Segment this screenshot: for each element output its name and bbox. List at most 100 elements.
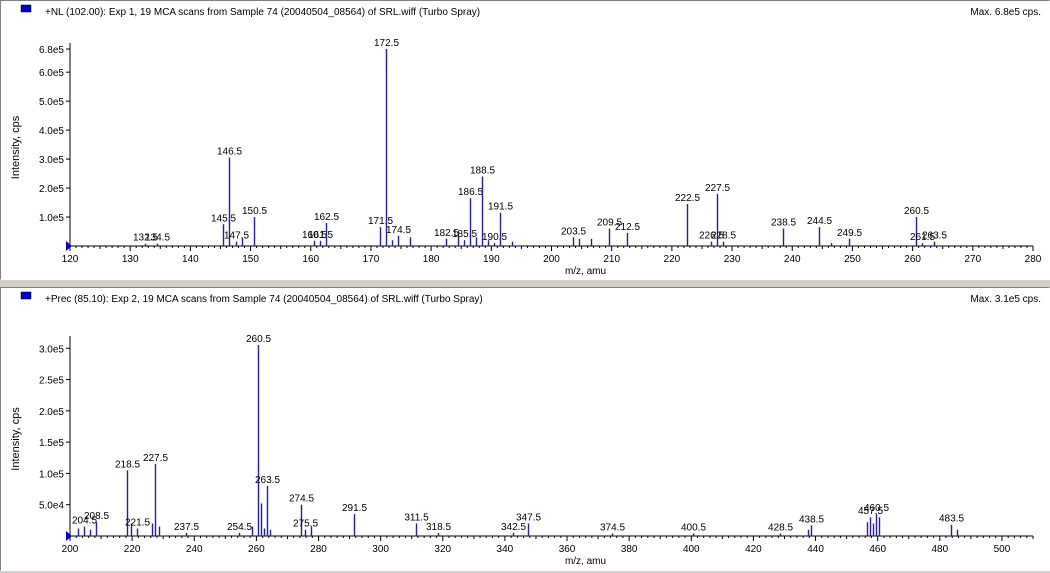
peak-label: 208.5 [84,511,109,522]
peak-label: 291.5 [342,503,367,514]
peak-label: 150.5 [242,206,267,217]
x-axis-title: m/z, amu [565,556,606,567]
x-tick-label: 300 [372,544,389,555]
y-tick-label: 4.0e5 [39,126,64,137]
x-axis-title: m/z, amu [565,266,606,277]
spectrum-chart-prec: +Prec (85.10): Exp 2, 19 MCA scans from … [10,291,1041,567]
peak-label: 161.5 [308,230,333,241]
y-tick-label: 3.0e5 [39,344,64,355]
x-tick-label: 260 [904,254,921,265]
x-tick-label: 260 [248,544,265,555]
x-tick-label: 200 [62,544,79,555]
x-tick-label: 480 [931,544,948,555]
peak-label: 438.5 [799,514,824,525]
peak-label: 263.5 [922,231,947,242]
peak-label: 428.5 [768,522,793,533]
x-tick-label: 230 [724,254,741,265]
x-tick-label: 140 [182,254,199,265]
peak-label: 162.5 [314,212,339,223]
x-tick-label: 240 [784,254,801,265]
x-tick-label: 440 [807,544,824,555]
peak-label: 209.5 [597,218,622,229]
peak-label: 147.5 [224,231,249,242]
peak-label: 186.5 [458,187,483,198]
peak-label: 342.5 [501,522,526,533]
peak-label: 172.5 [374,38,399,49]
x-tick-label: 210 [603,254,620,265]
peak-label: 274.5 [289,494,314,505]
peak-label: 238.5 [771,218,796,229]
peak-label: 237.5 [174,522,199,533]
peak-label: 212.5 [615,222,640,233]
spectrum-panel-nl[interactable]: +NL (102.00): Exp 1, 19 MCA scans from S… [0,0,1050,280]
x-tick-label: 130 [122,254,139,265]
x-tick-label: 420 [745,544,762,555]
series-legend-box [20,4,32,13]
peak-label: 204.5 [72,516,97,527]
peak-label: 400.5 [681,522,706,533]
peak-label: 218.5 [115,459,140,470]
peak-label: 171.5 [368,216,393,227]
x-tick-label: 500 [994,544,1011,555]
x-tick-label: 280 [310,544,327,555]
y-axis-title: Intensity, cps [10,115,22,179]
x-tick-label: 220 [124,544,141,555]
spectrum-panel-prec[interactable]: +Prec (85.10): Exp 2, 19 MCA scans from … [0,287,1050,571]
peak-label: 254.5 [227,522,252,533]
panel-header-title: +NL (102.00): Exp 1, 19 MCA scans from S… [45,7,480,18]
peak-label: 191.5 [488,202,513,213]
x-tick-label: 170 [363,254,380,265]
y-tick-label: 3.0e5 [39,155,64,166]
y-tick-label: 5.0e5 [39,97,64,108]
peak-label: 275.5 [293,519,318,530]
origin-marker-icon [66,241,72,251]
x-tick-label: 180 [423,254,440,265]
x-tick-label: 320 [434,544,451,555]
peak-label: 374.5 [600,522,625,533]
peak-label: 263.5 [255,475,280,486]
y-tick-label: 1.5e5 [39,438,64,449]
y-tick-label: 2.5e5 [39,376,64,387]
spectrum-chart-nl: +NL (102.00): Exp 1, 19 MCA scans from S… [10,4,1042,277]
peak-label: 260.5 [904,206,929,217]
series-legend-box [20,291,32,300]
peak-label: 261.5 [910,232,935,243]
peak-label: 146.5 [217,147,242,158]
peak-label: 460.5 [864,503,889,514]
peak-label: 145.5 [211,213,236,224]
x-tick-label: 280 [1025,254,1042,265]
peak-label: 249.5 [837,228,862,239]
y-tick-label: 5.0e4 [39,501,64,512]
y-tick-label: 6.8e5 [39,45,64,56]
x-tick-label: 380 [621,544,638,555]
peak-label: 222.5 [675,193,700,204]
peak-label: 244.5 [807,216,832,227]
y-tick-label: 1.0e5 [39,469,64,480]
x-tick-label: 340 [497,544,514,555]
peak-label: 182.5 [434,228,459,239]
peak-label: 457.5 [858,506,883,517]
x-tick-label: 250 [844,254,861,265]
peak-label: 132.5 [133,233,158,244]
panel-header-max: Max. 6.8e5 cps. [970,7,1041,18]
peak-label: 318.5 [426,522,451,533]
x-tick-label: 160 [302,254,319,265]
x-tick-label: 460 [869,544,886,555]
peak-label: 190.5 [482,232,507,243]
peak-label: 134.5 [145,233,170,244]
peak-label: 188.5 [470,165,495,176]
origin-marker-icon [66,531,72,541]
y-tick-label: 2.0e5 [39,407,64,418]
x-tick-label: 120 [62,254,79,265]
x-tick-label: 150 [242,254,259,265]
peak-label: 228.5 [711,231,736,242]
peak-label: 311.5 [404,512,429,523]
peak-label: 174.5 [386,225,411,236]
peak-label: 203.5 [561,226,586,237]
y-tick-label: 6.0e5 [39,68,64,79]
peak-label: 260.5 [246,334,271,345]
peak-label: 483.5 [939,514,964,525]
x-tick-label: 200 [543,254,560,265]
peak-label: 185.5 [452,229,477,240]
panel-header-title: +Prec (85.10): Exp 2, 19 MCA scans from … [45,294,483,305]
